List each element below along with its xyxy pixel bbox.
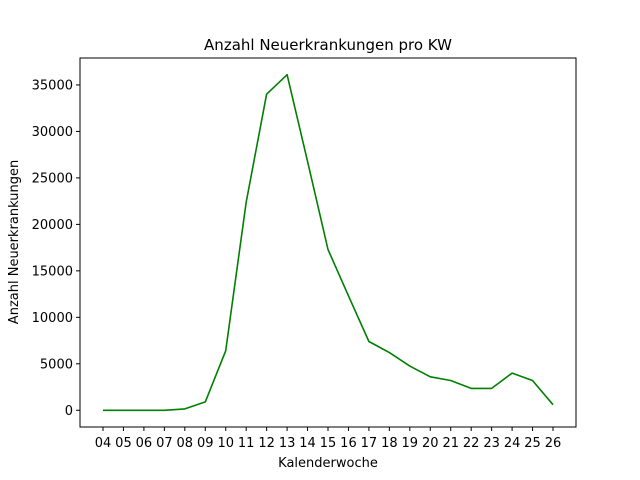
y-tick-label: 10000 <box>32 311 73 326</box>
x-tick-label: 12 <box>258 436 275 451</box>
x-axis: 04 05 06 07 08 09 10 11 12 13 14 15 16 17 18 19 20 21 22 23… <box>95 427 562 451</box>
x-tick-label: 24 <box>504 436 521 451</box>
x-tick-label: 17 <box>361 436 378 451</box>
y-tick-label: 30000 <box>32 125 73 140</box>
x-tick-label: 18 <box>381 436 398 451</box>
x-tick-label: 08 <box>177 436 194 451</box>
x-tick-label: 10 <box>217 436 234 451</box>
y-tick-label: 25000 <box>32 171 73 186</box>
y-axis-label: Anzahl Neuerkrankungen <box>7 160 22 324</box>
x-tick-label: 23 <box>483 436 500 451</box>
x-tick-label: 06 <box>136 436 153 451</box>
x-tick-label: 13 <box>279 436 296 451</box>
y-tick-label: 15000 <box>32 264 73 279</box>
y-axis: 0 5000 10000 15000 20000 25000 30000 35000 <box>32 78 80 419</box>
y-tick-label: 20000 <box>32 218 73 233</box>
x-tick-label: 19 <box>402 436 419 451</box>
y-tick-label: 35000 <box>32 78 73 93</box>
series-line-0 <box>103 73 554 412</box>
x-tick-label: 22 <box>463 436 480 451</box>
x-tick-label: 16 <box>340 436 357 451</box>
series-group <box>103 73 554 412</box>
x-tick-label: 05 <box>115 436 132 451</box>
x-tick-label: 09 <box>197 436 214 451</box>
x-axis-label: Kalenderwoche <box>278 456 378 471</box>
plot-frame <box>79 57 577 428</box>
x-tick-label: 15 <box>320 436 337 451</box>
x-tick-label: 14 <box>299 436 316 451</box>
x-tick-label: 26 <box>545 436 562 451</box>
x-tick-label: 11 <box>238 436 255 451</box>
y-tick-label: 0 <box>65 404 73 419</box>
x-tick-label: 04 <box>95 436 112 451</box>
x-tick-label: 20 <box>422 436 439 451</box>
x-tick-label: 21 <box>442 436 459 451</box>
x-tick-label: 25 <box>524 436 541 451</box>
y-tick-label: 5000 <box>40 357 73 372</box>
chart-title: Anzahl Neuerkrankungen pro KW <box>204 36 452 54</box>
x-tick-label: 07 <box>156 436 173 451</box>
